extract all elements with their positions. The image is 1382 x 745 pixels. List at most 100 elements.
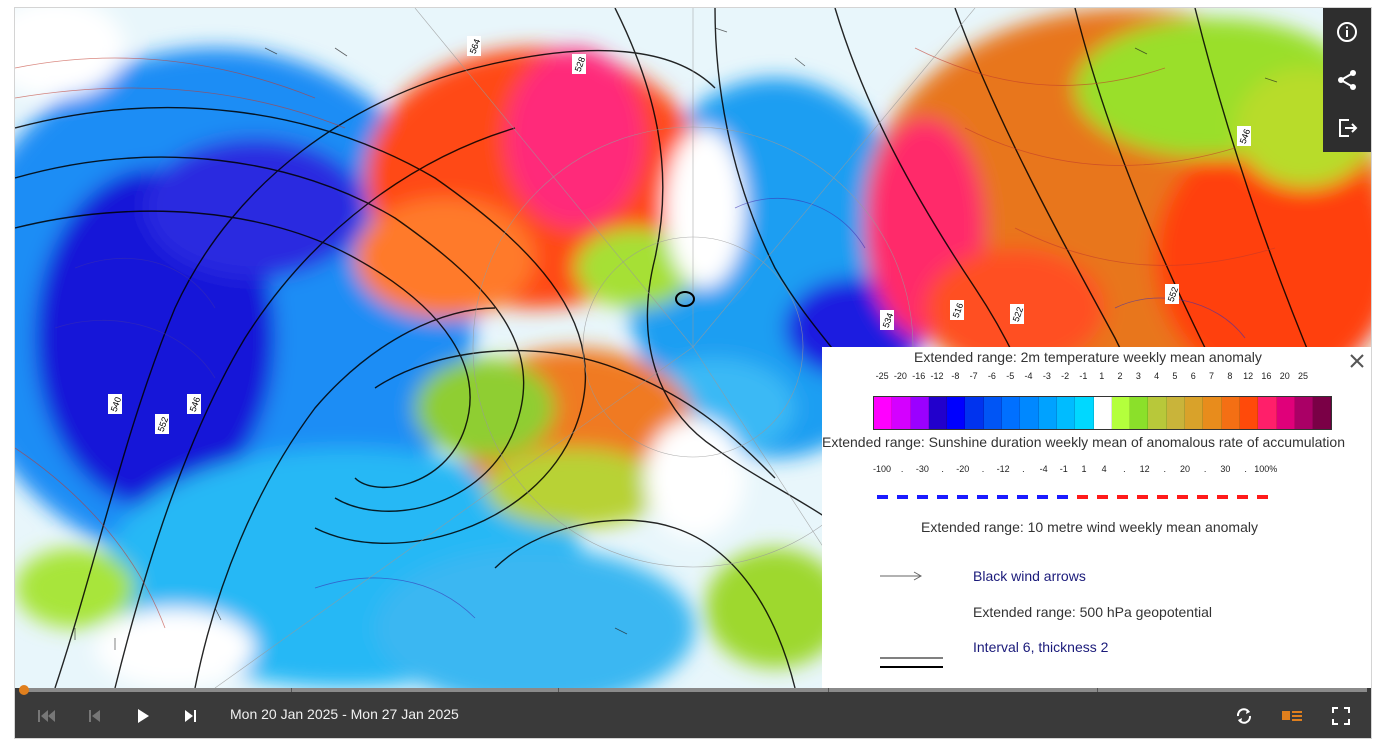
play-icon: [138, 709, 149, 723]
info-icon: [1337, 22, 1357, 42]
sunshine-tick-label: .: [1022, 464, 1025, 474]
sunshine-tick-label: 12: [1139, 464, 1150, 474]
fullscreen-button[interactable]: [1329, 704, 1353, 728]
wind-arrows-label: Black wind arrows: [973, 568, 1086, 584]
sunshine-dash: [1257, 495, 1268, 499]
colorbar-swatch: [1075, 397, 1094, 429]
colorbar-swatch: [1313, 397, 1332, 429]
sunshine-dash: [937, 495, 948, 499]
sunshine-tick-label: .: [1163, 464, 1167, 474]
date-range-label: Mon 20 Jan 2025 - Mon 27 Jan 2025: [230, 706, 459, 722]
sunshine-dash: [1057, 495, 1068, 499]
sunshine-dash: [1217, 495, 1228, 499]
playback-controls: Mon 20 Jan 2025 - Mon 27 Jan 2025: [15, 685, 1371, 738]
temperature-tick-label: -25: [875, 371, 889, 381]
svg-text:540: 540: [109, 396, 124, 414]
colorbar-swatch: [1130, 397, 1149, 429]
legend-toggle-button[interactable]: [1280, 704, 1304, 728]
colorbar-swatch: [947, 397, 966, 429]
map-viewer: 540 546 552 564 528 534 516 522 546 552: [14, 7, 1372, 739]
sunshine-dash: [957, 495, 968, 499]
svg-text:546: 546: [188, 396, 203, 414]
sunshine-tick-label: .: [1244, 464, 1247, 474]
colorbar-swatch: [1221, 397, 1240, 429]
sunshine-tick-label: -4: [1039, 464, 1048, 474]
colorbar-swatch: [1203, 397, 1222, 429]
play-button[interactable]: [131, 704, 155, 728]
weather-map[interactable]: 540 546 552 564 528 534 516 522 546 552: [15, 8, 1371, 688]
timeline-track[interactable]: [19, 685, 1367, 695]
step-forward-icon: [185, 710, 196, 722]
temperature-tick-label: 1: [1099, 371, 1105, 381]
sunshine-tick-label: -30: [915, 464, 929, 474]
sunshine-dash: [1117, 495, 1128, 499]
geopotential-legend-title: Extended range: 500 hPa geopotential: [973, 604, 1212, 620]
loop-icon: [1236, 708, 1252, 724]
sunshine-dash: [997, 495, 1008, 499]
colorbar-swatch: [928, 397, 948, 429]
sunshine-tick-label: -100: [872, 464, 892, 474]
temperature-tick-label: -6: [987, 371, 996, 381]
colorbar-swatch: [1093, 397, 1112, 429]
colorbar-swatch: [1294, 397, 1314, 429]
temperature-tick-label: 2: [1117, 371, 1123, 381]
temperature-tick-label: -8: [951, 371, 960, 381]
legend-toggle-icon: [1282, 711, 1302, 721]
colorbar-swatch: [1111, 397, 1131, 429]
svg-text:528: 528: [573, 56, 588, 74]
sunshine-tick-label: 30: [1220, 464, 1231, 474]
share-button[interactable]: [1323, 56, 1371, 104]
svg-text:564: 564: [468, 38, 483, 56]
temperature-tick-label: -1: [1079, 371, 1088, 381]
fullscreen-icon: [1332, 707, 1350, 725]
sunshine-tick-label: 100%: [1254, 464, 1278, 474]
previous-frame-button[interactable]: [83, 704, 107, 728]
colorbar-swatch: [983, 397, 1003, 429]
first-frame-button[interactable]: [35, 704, 59, 728]
sunshine-tick-label: -12: [996, 464, 1010, 474]
sunshine-legend-title: Extended range: Sunshine duration weekly…: [822, 434, 1345, 450]
temperature-tick-label: -2: [1061, 371, 1070, 381]
colorbar-swatch: [1020, 397, 1039, 429]
svg-text:534: 534: [881, 312, 896, 330]
step-back-icon: [89, 710, 100, 722]
info-button[interactable]: [1323, 8, 1371, 56]
sunshine-dash: [1097, 495, 1108, 499]
geopotential-interval-label: Interval 6, thickness 2: [973, 639, 1109, 655]
temperature-tick-label: -7: [969, 371, 978, 381]
temperature-tick-label: 4: [1154, 371, 1160, 381]
temperature-tick-label: -5: [1006, 371, 1015, 381]
next-frame-button[interactable]: [178, 704, 202, 728]
temperature-tick-label: 5: [1172, 371, 1178, 381]
sunshine-dash: [1077, 495, 1088, 499]
legend-close-button[interactable]: [1347, 351, 1367, 371]
colorbar-swatch: [1038, 397, 1057, 429]
temperature-tick-label: 16: [1261, 371, 1272, 381]
colorbar-swatch: [1185, 397, 1204, 429]
sunshine-tick-label: .: [981, 464, 985, 474]
wind-legend-title: Extended range: 10 metre wind weekly mea…: [921, 519, 1258, 535]
loop-button[interactable]: [1232, 704, 1256, 728]
sunshine-tick-label: -1: [1059, 464, 1068, 474]
sunshine-dash: [917, 495, 928, 499]
temperature-tick-label: 6: [1190, 371, 1196, 381]
svg-text:552: 552: [156, 416, 171, 434]
colorbar-swatch: [1166, 397, 1186, 429]
share-icon: [1338, 70, 1356, 90]
sunshine-tick-label: 1: [1081, 464, 1087, 474]
colorbar-swatch: [874, 397, 893, 429]
sunshine-tick-label: -20: [956, 464, 970, 474]
sunshine-dash: [1157, 495, 1168, 499]
wind-arrow-sample: [880, 571, 923, 581]
temperature-tick-label: -3: [1042, 371, 1051, 381]
colorbar-swatch: [1002, 397, 1021, 429]
geopotential-line-sample: [880, 657, 943, 668]
export-icon: [1339, 119, 1358, 137]
timeline-handle[interactable]: [19, 685, 29, 695]
export-button[interactable]: [1323, 104, 1371, 152]
temperature-colorbar: [873, 396, 1333, 430]
temperature-tick-label: -12: [930, 371, 944, 381]
colorbar-swatch: [1148, 397, 1167, 429]
sunshine-dash: [1017, 495, 1028, 499]
sunshine-tick-label: .: [941, 464, 944, 474]
